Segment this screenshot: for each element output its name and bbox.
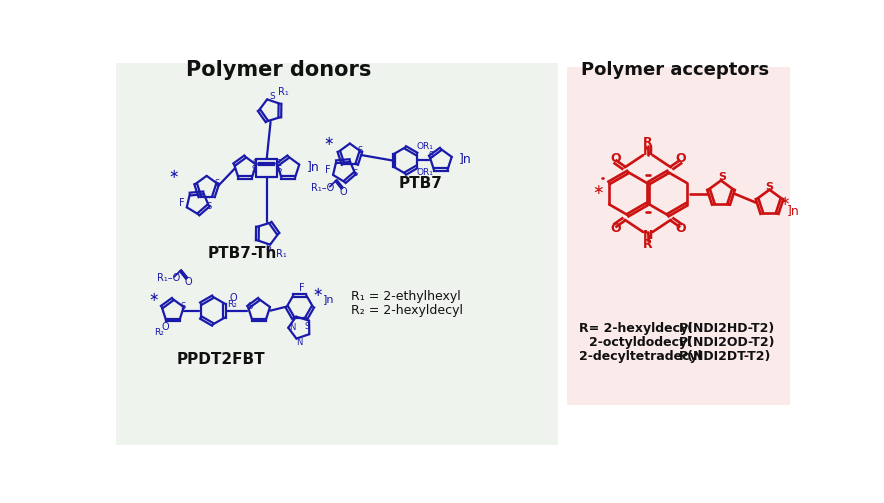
Text: 2-decyltetradecyl: 2-decyltetradecyl [578, 350, 701, 363]
FancyBboxPatch shape [116, 63, 558, 445]
Text: OR₁: OR₁ [416, 169, 433, 177]
Text: PPDT2FBT: PPDT2FBT [176, 352, 265, 367]
Text: S: S [215, 179, 220, 188]
Text: O: O [185, 277, 192, 287]
Text: R= 2-hexyldecyl: R= 2-hexyldecyl [578, 322, 692, 335]
Text: S: S [252, 165, 257, 174]
Text: N: N [289, 323, 295, 332]
Text: F: F [299, 283, 304, 293]
Text: R₂ = 2-hexyldecyl: R₂ = 2-hexyldecyl [352, 304, 463, 317]
FancyBboxPatch shape [567, 66, 790, 405]
Text: ]n: ]n [307, 160, 319, 173]
Text: ∗: ∗ [592, 183, 604, 197]
Text: ∗: ∗ [324, 135, 334, 148]
Text: S: S [718, 173, 726, 183]
Text: S: S [270, 92, 275, 101]
Text: P(NDI2DT-T2): P(NDI2DT-T2) [679, 350, 771, 363]
Text: N: N [643, 229, 653, 241]
Text: S: S [276, 159, 281, 168]
Text: PTB7: PTB7 [399, 176, 443, 191]
Text: S: S [357, 146, 362, 155]
Text: Polymer acceptors: Polymer acceptors [581, 61, 769, 79]
Text: S: S [265, 243, 271, 252]
Text: R₁–O: R₁–O [156, 273, 179, 283]
Text: OR₁: OR₁ [416, 142, 433, 151]
Text: PTB7-Th: PTB7-Th [208, 246, 277, 261]
Text: O: O [610, 222, 621, 235]
Text: S: S [766, 182, 774, 192]
Text: Polymer donors: Polymer donors [186, 60, 371, 80]
Text: S: S [429, 151, 434, 160]
Text: S: S [206, 202, 211, 211]
Text: R: R [643, 238, 652, 251]
Text: R₁: R₁ [276, 249, 286, 260]
Text: S: S [180, 302, 186, 311]
Text: P(NDI2OD-T2): P(NDI2OD-T2) [679, 336, 775, 349]
Text: ∗: ∗ [168, 168, 179, 181]
Text: O: O [610, 152, 621, 165]
Text: S: S [277, 165, 282, 174]
Text: S: S [353, 169, 358, 178]
Text: 2-octyldodecyl: 2-octyldodecyl [590, 336, 691, 349]
Text: F: F [325, 165, 332, 176]
Text: N: N [643, 145, 653, 158]
Text: O: O [674, 222, 685, 235]
Text: ]n: ]n [323, 294, 334, 304]
Text: O: O [161, 322, 169, 332]
Text: ]n: ]n [788, 204, 800, 217]
Text: ∗: ∗ [312, 286, 323, 299]
Text: R₂: R₂ [154, 328, 164, 338]
Text: ∗: ∗ [780, 195, 790, 208]
Text: R₁: R₁ [278, 87, 289, 97]
Text: S: S [248, 302, 253, 311]
Text: ∗: ∗ [149, 291, 159, 304]
Text: R: R [643, 136, 652, 149]
Text: S: S [305, 321, 310, 330]
Text: R₁ = 2-ethylhexyl: R₁ = 2-ethylhexyl [352, 290, 461, 303]
Text: ]n: ]n [459, 151, 471, 164]
Text: O: O [339, 187, 347, 197]
Text: R₁–O: R₁–O [311, 183, 335, 193]
Text: O: O [229, 293, 237, 302]
Text: S: S [253, 159, 258, 168]
Text: P(NDI2HD-T2): P(NDI2HD-T2) [679, 322, 775, 335]
Text: O: O [674, 152, 685, 165]
Text: N: N [296, 339, 302, 348]
Text: F: F [179, 198, 185, 208]
Text: R₂: R₂ [227, 300, 237, 309]
